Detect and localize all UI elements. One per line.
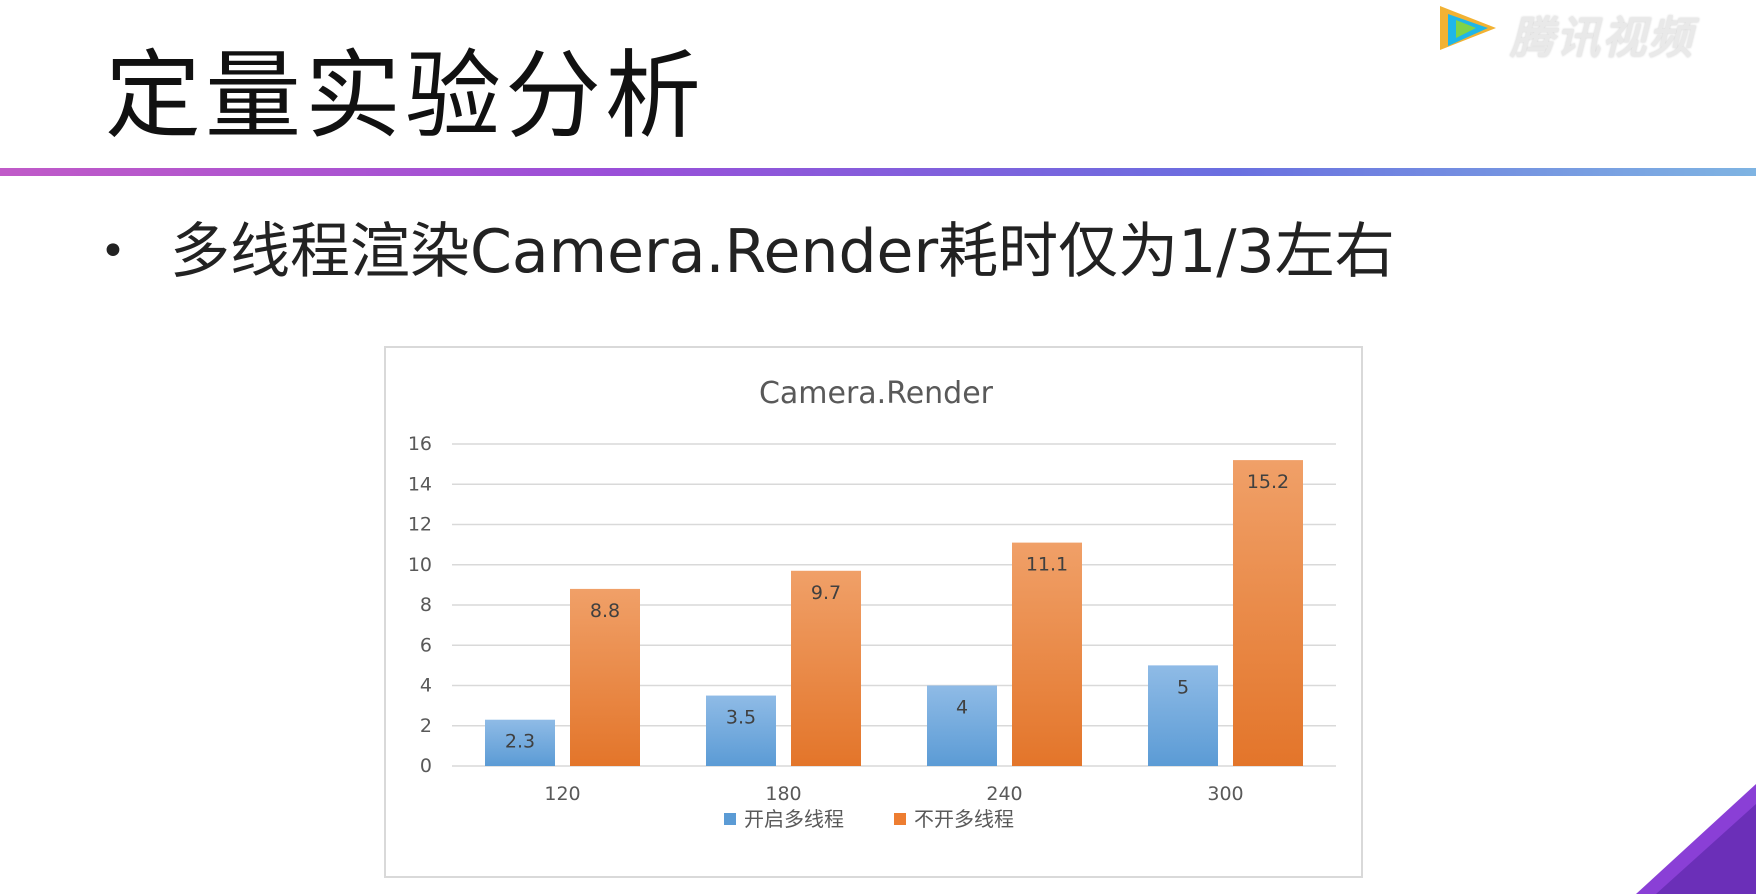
y-tick-label: 12 (408, 514, 432, 536)
bar-multithread-on (1148, 665, 1218, 766)
watermark-brand-text: 腾讯视频 (1510, 13, 1694, 64)
bar-multithread-on (927, 685, 997, 766)
data-label: 9.7 (811, 582, 841, 604)
y-tick-label: 4 (420, 675, 432, 697)
y-tick-label: 14 (408, 473, 432, 495)
data-label: 2.3 (505, 731, 535, 753)
bar-multithread-on (485, 719, 555, 766)
title-divider (0, 168, 1756, 176)
bar-multithread-on (706, 695, 776, 766)
data-label: 8.8 (590, 600, 620, 622)
data-label: 5 (1177, 676, 1189, 698)
bullet-dot-icon: • (100, 226, 126, 277)
legend-swatch (894, 813, 906, 825)
chart-title: Camera.Render (759, 376, 994, 411)
y-tick-label: 8 (420, 594, 432, 616)
slide-title: 定量实验分析 (105, 40, 705, 152)
corner-badge (1636, 784, 1756, 894)
x-tick-label: 300 (1207, 783, 1243, 805)
bullet-item: • 多线程渲染Camera.Render耗时仅为1/3左右 (100, 214, 1395, 290)
y-tick-label: 6 (420, 634, 432, 656)
play-triangle-icon (1440, 6, 1496, 50)
tencent-video-logo (1440, 6, 1496, 50)
y-tick-label: 2 (420, 715, 432, 737)
legend-swatch (724, 813, 736, 825)
bar-multithread-off (1233, 460, 1303, 766)
y-tick-label: 0 (420, 755, 432, 777)
bar-chart: Camera.Render 0 2 4 6 8 10 12 14 16 2.3 8.8 120 3.5… (408, 376, 1336, 831)
data-label: 15.2 (1247, 471, 1289, 493)
y-tick-label: 16 (408, 433, 432, 455)
legend-label: 不开多线程 (914, 807, 1014, 831)
data-label: 11.1 (1026, 554, 1068, 576)
x-tick-label: 240 (986, 783, 1022, 805)
legend-label: 开启多线程 (744, 807, 844, 831)
data-label: 3.5 (726, 707, 756, 729)
bar-multithread-off (791, 570, 861, 766)
y-tick-label: 10 (408, 554, 432, 576)
x-tick-label: 120 (544, 783, 580, 805)
bar-multithread-off (1012, 542, 1082, 766)
x-tick-label: 180 (765, 783, 801, 805)
bullet-text: 多线程渲染Camera.Render耗时仅为1/3左右 (170, 217, 1395, 287)
bar-multithread-off (570, 588, 640, 766)
chart-frame: Camera.Render 0 2 4 6 8 10 12 14 16 2.3 8.8 120 3.5… (384, 346, 1363, 878)
data-label: 4 (956, 697, 968, 719)
